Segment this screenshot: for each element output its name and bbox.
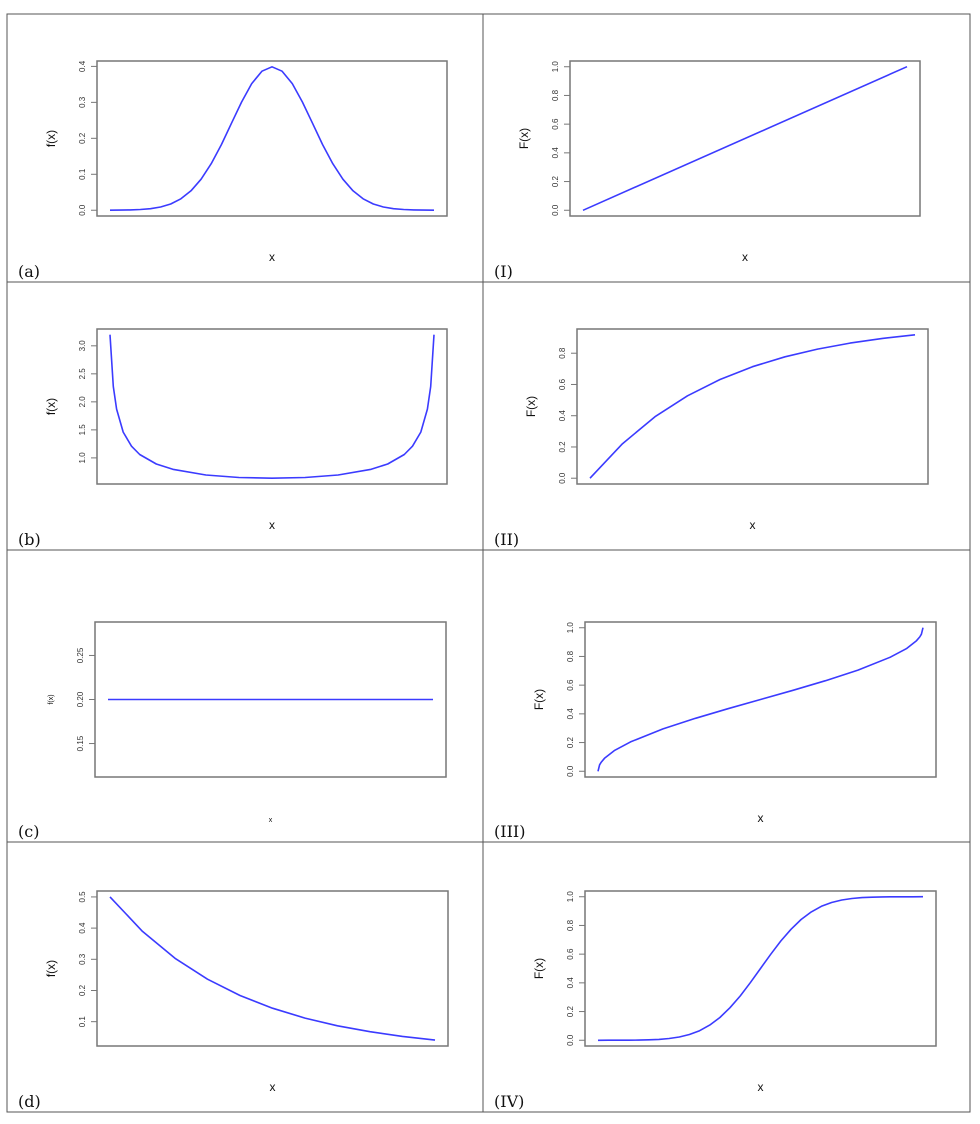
y-tick-label: 0.6	[558, 378, 567, 390]
panel-label: (IV)	[494, 1092, 524, 1111]
panel-label: (III)	[494, 822, 525, 841]
panel-4: 0.0 0.2 0.4 0.6 0.8 F(x) x (II)	[494, 328, 929, 549]
panel-5: 0.15 0.20 0.25 f(x) x (c)	[18, 621, 447, 841]
x-axis-label: x	[750, 518, 756, 532]
panel-label: (b)	[18, 530, 41, 549]
panel-label: (c)	[18, 822, 39, 841]
x-axis-label: x	[758, 1080, 764, 1094]
series-line	[109, 334, 435, 480]
panel-label: (I)	[494, 262, 513, 281]
y-axis-label: F(x)	[532, 958, 546, 979]
x-axis-label: x	[758, 811, 764, 825]
y-tick-label: 0.2	[78, 132, 87, 144]
plot-frame	[96, 328, 448, 485]
panel-label: (a)	[18, 262, 40, 281]
panel-3: 1.0 1.5 2.0 2.5 3.0 f(x) x (b)	[18, 328, 448, 549]
x-axis-label: x	[269, 518, 275, 532]
y-tick-label: 0.2	[78, 984, 87, 996]
y-tick-label: 0.6	[551, 118, 560, 130]
plot-frame	[96, 60, 448, 217]
y-tick-label: 0.6	[566, 948, 575, 960]
y-tick-label: 1.5	[78, 424, 87, 436]
y-tick-label: 0.3	[78, 953, 87, 965]
y-tick-label: 0.1	[78, 1016, 87, 1028]
y-tick-label: 1.0	[78, 452, 87, 464]
y-axis-label: f(x)	[44, 130, 58, 147]
y-tick-label: 0.0	[78, 204, 87, 216]
y-tick-label: 0.15	[76, 735, 85, 751]
x-axis-label: x	[270, 1080, 276, 1094]
y-tick-label: 0.8	[566, 650, 575, 662]
y-tick-label: 0.0	[566, 1034, 575, 1046]
y-tick-label: 0.0	[566, 765, 575, 777]
plot-frame	[576, 328, 929, 485]
y-tick-label: 3.0	[78, 340, 87, 352]
series-line	[582, 65, 908, 212]
series-line	[109, 896, 436, 1041]
y-axis-label: F(x)	[517, 128, 531, 149]
y-axis-label: F(x)	[532, 689, 546, 710]
y-tick-label: 0.2	[558, 441, 567, 453]
y-tick-label: 0.2	[566, 1005, 575, 1017]
series-line	[109, 66, 435, 211]
panel-label: (d)	[18, 1092, 41, 1111]
panel-6: 0.0 0.2 0.4 0.6 0.8 1.0 F(x) x (III)	[494, 621, 937, 841]
series-line	[597, 627, 924, 772]
x-axis-label: x	[269, 817, 273, 824]
panel-label: (II)	[494, 530, 519, 549]
y-tick-label: 0.8	[551, 89, 560, 101]
y-tick-label: 0.1	[78, 168, 87, 180]
y-tick-label: 1.0	[566, 891, 575, 903]
panel-2: 0.0 0.2 0.4 0.6 0.8 1.0 F(x) x (I)	[494, 60, 921, 281]
y-tick-label: 1.0	[566, 622, 575, 634]
y-axis-label: f(x)	[44, 960, 58, 977]
y-tick-label: 0.4	[551, 147, 560, 159]
y-tick-label: 2.0	[78, 396, 87, 408]
panel-7: 0.1 0.2 0.3 0.4 0.5 f(x) x (d)	[18, 890, 449, 1111]
y-axis-label: f(x)	[48, 694, 55, 704]
y-tick-label: 0.0	[558, 472, 567, 484]
y-tick-label: 0.20	[76, 691, 85, 707]
plot-frame	[96, 890, 449, 1047]
y-tick-label: 0.4	[566, 708, 575, 720]
plot-frame	[584, 621, 937, 778]
y-axis-label: F(x)	[524, 396, 538, 417]
x-axis-label: x	[269, 250, 275, 264]
y-tick-label: 0.4	[78, 922, 87, 934]
y-tick-label: 0.8	[558, 347, 567, 359]
y-tick-label: 0.4	[78, 60, 87, 72]
table-border	[6, 13, 971, 1113]
x-axis-label: x	[742, 250, 748, 264]
y-tick-label: 0.0	[551, 204, 560, 216]
y-tick-label: 2.5	[78, 368, 87, 380]
y-tick-label: 0.5	[78, 891, 87, 903]
series-line	[597, 895, 924, 1042]
y-tick-label: 0.6	[566, 679, 575, 691]
y-tick-label: 0.8	[566, 919, 575, 931]
y-tick-label: 0.4	[558, 410, 567, 422]
y-tick-label: 0.2	[566, 736, 575, 748]
panel-8: 0.0 0.2 0.4 0.6 0.8 1.0 F(x) x (IV)	[494, 890, 937, 1111]
y-axis-label: f(x)	[44, 398, 58, 415]
series-line	[589, 334, 916, 479]
y-tick-label: 0.2	[551, 175, 560, 187]
y-tick-label: 1.0	[551, 61, 560, 73]
panel-1: 0.0 0.1 0.2 0.3 0.4 f(x) x (a)	[18, 60, 448, 281]
y-tick-label: 0.4	[566, 977, 575, 989]
y-tick-label: 0.3	[78, 96, 87, 108]
y-tick-label: 0.25	[76, 647, 85, 663]
